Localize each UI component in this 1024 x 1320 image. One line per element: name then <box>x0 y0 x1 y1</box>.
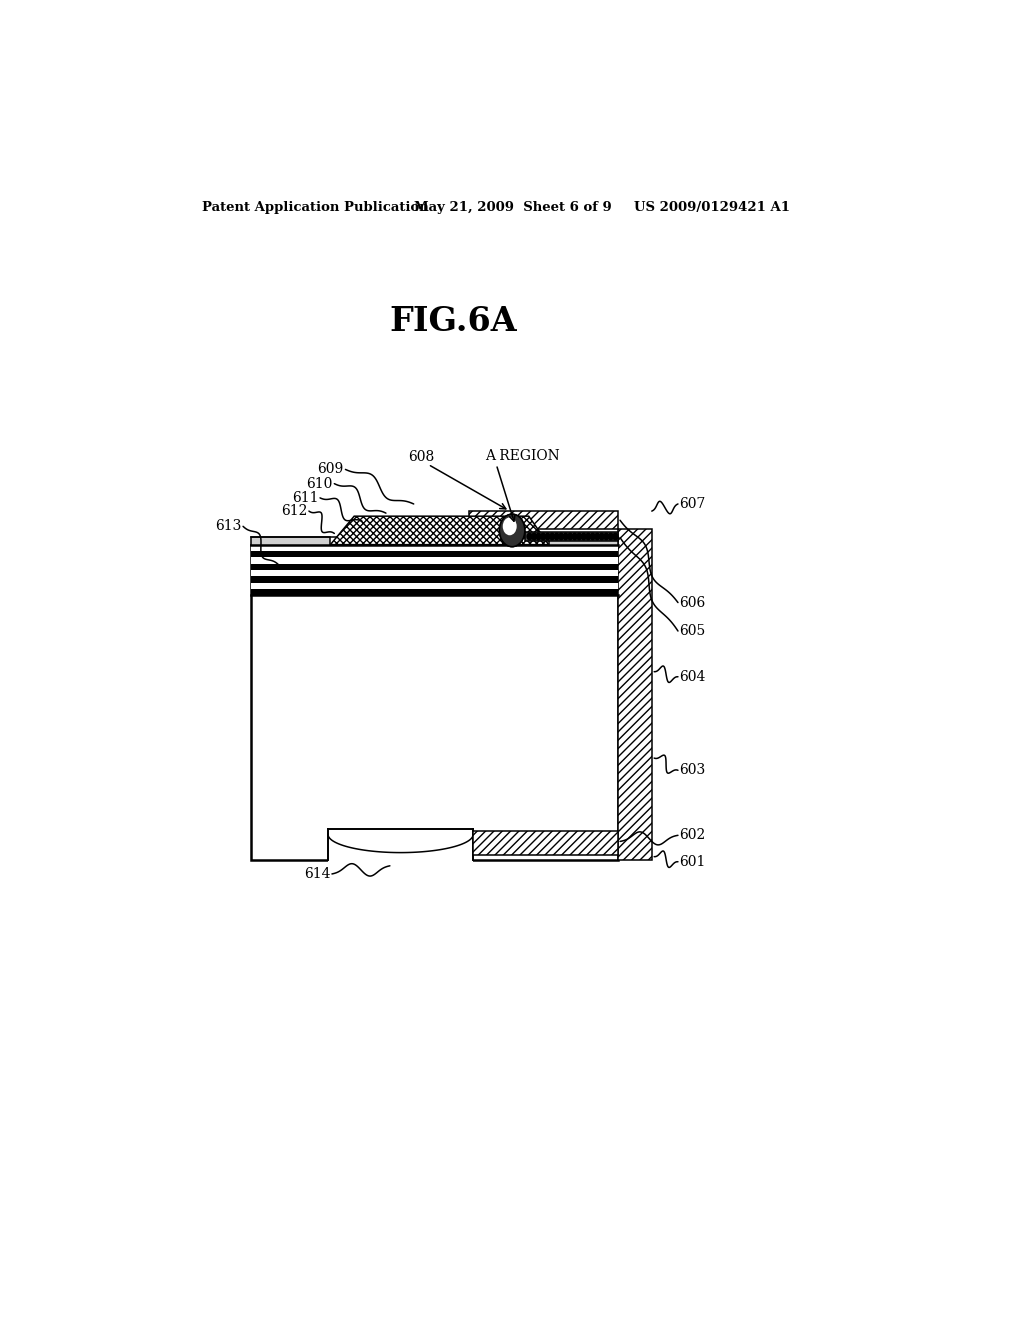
Text: 601: 601 <box>680 855 706 869</box>
Bar <box>251 589 618 595</box>
Bar <box>469 511 618 529</box>
Bar <box>524 532 618 541</box>
Circle shape <box>582 533 586 540</box>
Text: 612: 612 <box>281 504 307 517</box>
Circle shape <box>563 533 568 540</box>
Text: 605: 605 <box>680 624 706 638</box>
Circle shape <box>612 533 617 540</box>
Bar <box>618 529 652 859</box>
Text: May 21, 2009  Sheet 6 of 9: May 21, 2009 Sheet 6 of 9 <box>414 201 611 214</box>
Circle shape <box>586 533 591 540</box>
Text: A REGION: A REGION <box>485 449 560 463</box>
Bar <box>251 550 618 557</box>
Text: 604: 604 <box>680 669 706 684</box>
Circle shape <box>577 533 582 540</box>
Circle shape <box>554 533 559 540</box>
Bar <box>251 557 618 564</box>
Circle shape <box>531 533 537 540</box>
Text: 613: 613 <box>215 519 242 533</box>
Text: 611: 611 <box>292 491 318 504</box>
Circle shape <box>541 533 546 540</box>
Text: 606: 606 <box>680 595 706 610</box>
Bar <box>251 570 618 577</box>
Bar <box>251 536 331 545</box>
Bar <box>473 832 618 854</box>
Text: 608: 608 <box>409 450 435 465</box>
Text: US 2009/0129421 A1: US 2009/0129421 A1 <box>634 201 791 214</box>
Bar <box>549 536 618 545</box>
Circle shape <box>572 533 578 540</box>
Circle shape <box>500 515 524 546</box>
Bar <box>251 545 618 859</box>
Circle shape <box>500 515 524 546</box>
Bar <box>251 577 618 582</box>
Bar <box>251 564 618 570</box>
Circle shape <box>595 533 600 540</box>
Circle shape <box>559 533 563 540</box>
Text: 610: 610 <box>306 477 333 491</box>
Circle shape <box>590 533 595 540</box>
Circle shape <box>503 517 517 536</box>
Bar <box>251 582 618 589</box>
Circle shape <box>604 533 609 540</box>
Text: 603: 603 <box>680 763 706 777</box>
Circle shape <box>527 533 532 540</box>
Text: 614: 614 <box>304 867 331 880</box>
Circle shape <box>567 533 572 540</box>
Circle shape <box>536 533 541 540</box>
Circle shape <box>550 533 555 540</box>
Bar <box>328 829 473 862</box>
Bar <box>251 545 618 550</box>
Text: FIG.6A: FIG.6A <box>389 305 517 338</box>
Circle shape <box>599 533 604 540</box>
Polygon shape <box>331 516 549 545</box>
Text: 602: 602 <box>680 829 706 842</box>
Text: 607: 607 <box>680 496 706 511</box>
Text: 609: 609 <box>317 462 344 477</box>
Circle shape <box>608 533 613 540</box>
Circle shape <box>545 533 550 540</box>
Text: Patent Application Publication: Patent Application Publication <box>202 201 429 214</box>
